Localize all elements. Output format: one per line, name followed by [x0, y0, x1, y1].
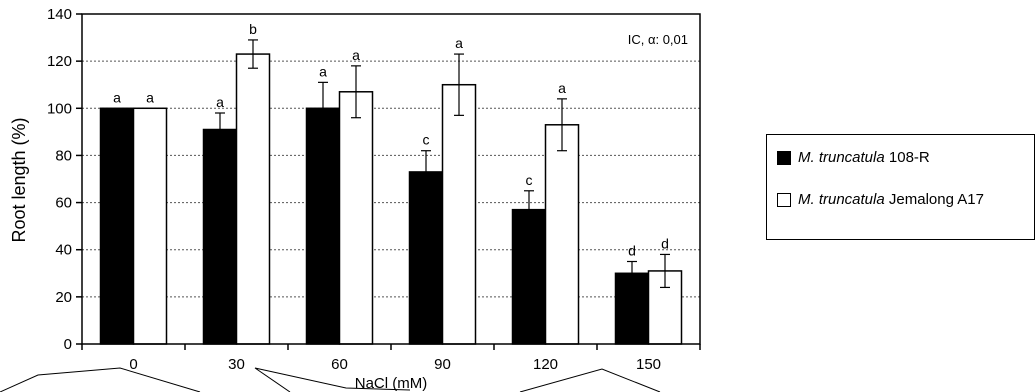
- bar: [441, 83, 477, 345]
- x-axis: 0 30 60 90 120 150: [81, 344, 701, 373]
- significance-letter: a: [455, 35, 463, 51]
- legend: M. truncatula 108-R M. truncatula Jemalo…: [766, 134, 1035, 240]
- bar: [202, 128, 238, 345]
- plot-area-frame: [81, 13, 701, 345]
- bar: [132, 107, 168, 345]
- y-tick-label: 80: [55, 147, 72, 164]
- legend-label: Jemalong A17: [888, 191, 984, 208]
- significance-annotation: IC, α: 0,01: [628, 32, 688, 47]
- gridlines: [82, 60, 700, 298]
- significance-letter: d: [628, 243, 636, 259]
- x-tick-label: 120: [533, 356, 558, 373]
- bar: [305, 107, 341, 345]
- y-tick-label: 20: [55, 289, 72, 306]
- callout-line: [519, 368, 661, 392]
- significance-letter: a: [216, 94, 224, 110]
- bar: [235, 53, 271, 345]
- significance-letter: d: [661, 235, 669, 251]
- y-tick-label: 140: [47, 6, 72, 23]
- x-tick-label: 90: [434, 356, 451, 373]
- legend-swatch-black: [777, 150, 791, 165]
- x-axis-label: NaCl (mM): [355, 375, 428, 392]
- x-tick-label: 30: [228, 356, 245, 373]
- y-tick-label: 120: [47, 53, 72, 70]
- x-tick-label: 150: [636, 356, 661, 373]
- significance-letter: a: [352, 47, 360, 63]
- legend-item-series-1: M. truncatula 108-R: [777, 149, 930, 166]
- bars-layer: a a a b a a c a c a d d: [99, 21, 683, 345]
- significance-letter: c: [423, 132, 430, 148]
- significance-letter: a: [146, 89, 154, 105]
- significance-letter: b: [249, 21, 257, 37]
- y-axis: 0 20 40 60 80 100 120 140: [47, 6, 82, 353]
- bar: [99, 107, 135, 345]
- y-tick-label: 40: [55, 242, 72, 259]
- callout-line: [254, 367, 411, 392]
- y-tick-label: 100: [47, 100, 72, 117]
- y-axis-label: Root length (%): [9, 117, 29, 242]
- legend-swatch-white: [777, 192, 791, 207]
- bar: [544, 124, 580, 345]
- legend-label-italic: M. truncatula: [798, 149, 885, 166]
- y-tick-label: 0: [64, 336, 72, 353]
- bar: [338, 91, 374, 345]
- bar: [511, 208, 547, 345]
- y-tick-label: 60: [55, 195, 72, 212]
- significance-letter: a: [558, 80, 566, 96]
- x-tick-label: 60: [331, 356, 348, 373]
- axis-callout-lines: [0, 367, 661, 392]
- significance-letter: a: [319, 63, 327, 79]
- legend-item-series-2: M. truncatula Jemalong A17: [777, 191, 984, 208]
- bar: [408, 171, 444, 345]
- significance-letter: a: [113, 89, 121, 105]
- legend-label-italic: M. truncatula: [798, 191, 885, 208]
- x-tick-label: 0: [129, 356, 137, 373]
- significance-letter: c: [526, 172, 533, 188]
- legend-label: 108-R: [888, 149, 930, 166]
- callout-line: [0, 367, 201, 392]
